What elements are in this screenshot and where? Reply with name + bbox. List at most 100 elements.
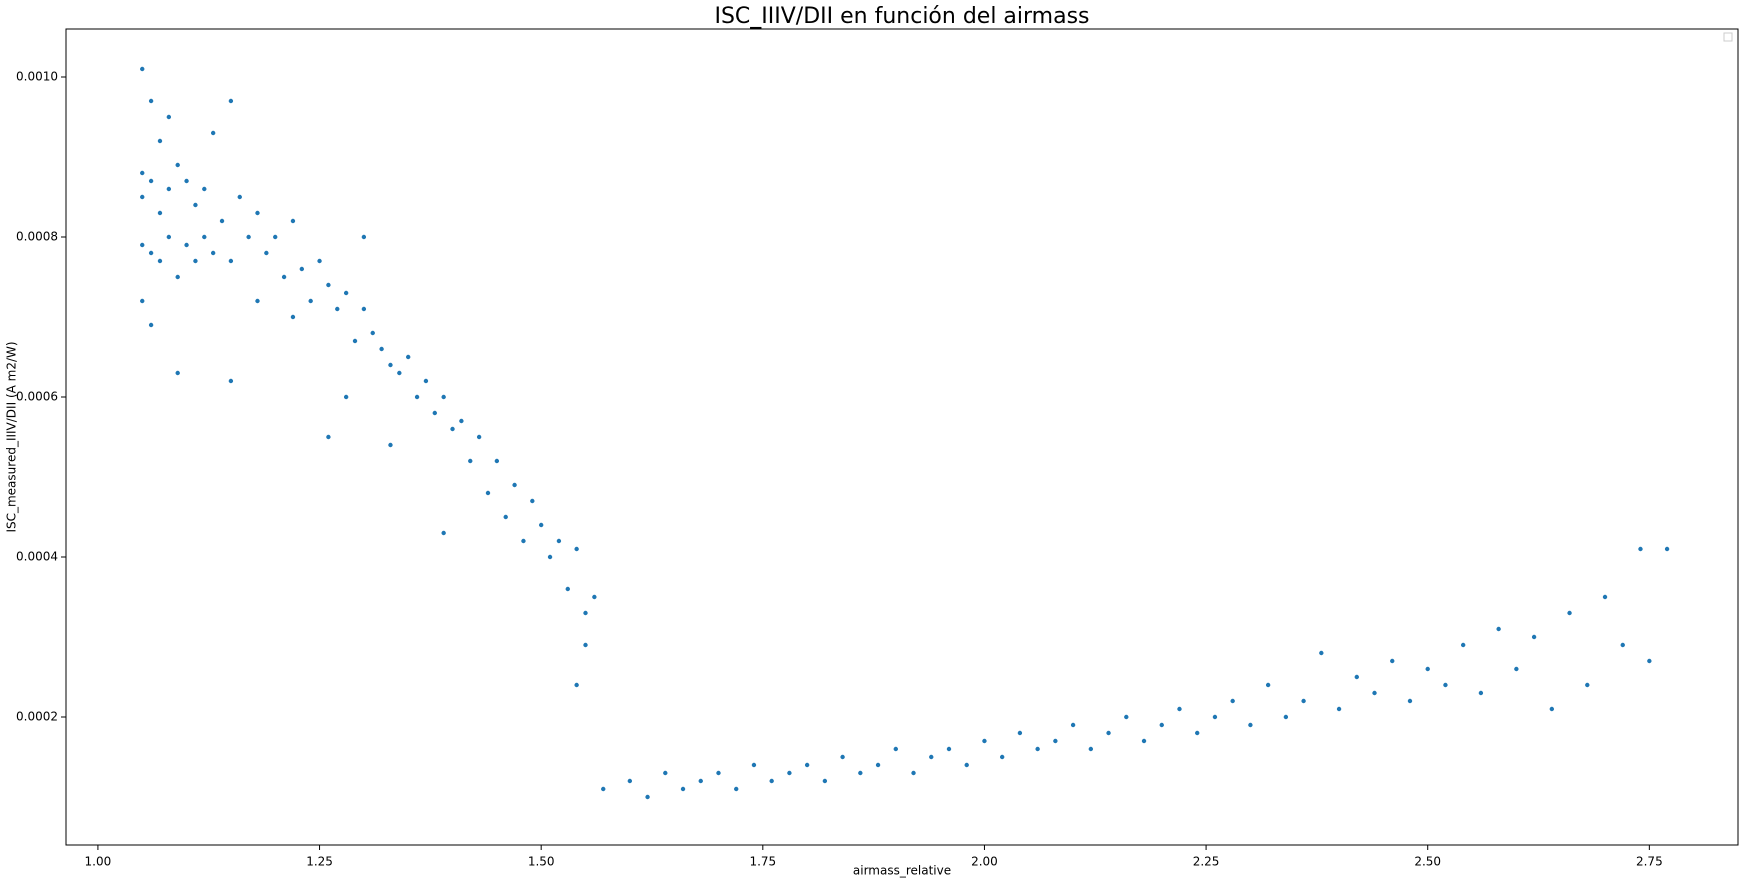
scatter-point (999, 754, 1005, 760)
scatter-point (1585, 682, 1590, 688)
x-tick-label: 2.00 (971, 855, 998, 869)
scatter-point (246, 234, 251, 240)
scatter-point (804, 762, 810, 768)
scatter-point (335, 306, 340, 312)
scatter-point (148, 250, 154, 256)
scatter-point (574, 682, 579, 688)
scatter-point (148, 98, 154, 104)
x-axis-label: airmass_relative (853, 864, 951, 878)
y-tick-label: 0.0010 (16, 70, 58, 84)
scatter-point (485, 490, 491, 496)
scatter-point (875, 762, 881, 768)
scatter-point (547, 554, 553, 560)
scatter-point (698, 778, 703, 784)
scatter-point (140, 170, 145, 176)
scatter-point (450, 426, 455, 432)
scatter-point (388, 442, 393, 448)
scatter-point (1514, 666, 1519, 672)
scatter-point (166, 186, 172, 192)
scatter-point (1159, 722, 1164, 728)
scatter-point (166, 114, 172, 120)
scatter-point (459, 418, 464, 424)
scatter-point (148, 178, 154, 184)
scatter-point (1664, 546, 1670, 552)
scatter-point (583, 610, 588, 616)
scatter-point (157, 138, 163, 144)
scatter-point (946, 746, 952, 752)
scatter-point (175, 274, 180, 280)
plot-frame (65, 28, 1739, 846)
scatter-point (476, 434, 482, 440)
scatter-point (1141, 738, 1147, 744)
scatter-point (574, 546, 579, 552)
y-tick-label: 0.0008 (16, 230, 58, 244)
scatter-point (1088, 746, 1094, 752)
x-tick-label: 2.75 (1636, 855, 1663, 869)
scatter-point (255, 298, 260, 304)
scatter-point (680, 786, 686, 792)
scatter-point (1053, 738, 1058, 744)
scatter-point (423, 378, 429, 384)
scatter-point (148, 322, 154, 328)
scatter-point (1301, 698, 1306, 704)
scatter-point (1124, 714, 1129, 720)
scatter-point (1248, 722, 1253, 728)
chart-title: ISC_IIIV/DII en función del airmass (714, 4, 1089, 29)
scatter-point (193, 202, 198, 208)
scatter-point (326, 434, 331, 440)
scatter-point (583, 642, 588, 648)
scatter-point (503, 514, 508, 520)
scatter-point (911, 770, 916, 776)
scatter-point (787, 770, 792, 776)
scatter-point (343, 394, 349, 400)
scatter-point (352, 338, 358, 344)
scatter-point (1230, 698, 1235, 704)
scatter-point (370, 330, 375, 336)
scatter-point (769, 778, 774, 784)
scatter-point (1035, 746, 1040, 752)
scatter-point (193, 258, 198, 264)
scatter-point (1319, 650, 1324, 656)
scatter-point (210, 250, 216, 256)
scatter-point (228, 258, 234, 264)
x-tick-label: 1.75 (749, 855, 776, 869)
scatter-point (317, 258, 322, 264)
scatter-point (237, 194, 242, 200)
scatter-point (406, 354, 411, 360)
scatter-point (343, 290, 349, 296)
scatter-point (1425, 666, 1430, 672)
scatter-point (1354, 674, 1359, 680)
scatter-point (361, 306, 367, 312)
scatter-point (1443, 682, 1448, 688)
scatter-point (1531, 634, 1537, 640)
scatter-point (1496, 626, 1501, 632)
scatter-point (157, 258, 163, 264)
scatter-point (1336, 706, 1342, 712)
scatter-point (1070, 722, 1076, 728)
scatter-point (512, 482, 517, 488)
scatter-point (716, 770, 721, 776)
scatter-point (858, 770, 863, 776)
scatter-point (157, 210, 163, 216)
scatter-point (592, 594, 597, 600)
scatter-point (184, 242, 189, 248)
scatter-point (840, 754, 845, 760)
scatter-point (601, 786, 606, 792)
scatter-point (751, 762, 757, 768)
scatter-point (1478, 690, 1484, 696)
scatter-point (1195, 730, 1200, 736)
x-tick-label: 1.00 (85, 855, 112, 869)
scatter-point (361, 234, 367, 240)
scatter-point (273, 234, 278, 240)
scatter-point (326, 282, 331, 288)
legend-box (1723, 32, 1733, 42)
scatter-point (1390, 658, 1395, 664)
scatter-point (822, 778, 828, 784)
y-tick-label: 0.0006 (16, 390, 58, 404)
scatter-point (964, 762, 969, 768)
scatter-point (140, 242, 145, 248)
scatter-point (140, 66, 145, 72)
scatter-point (379, 346, 384, 352)
